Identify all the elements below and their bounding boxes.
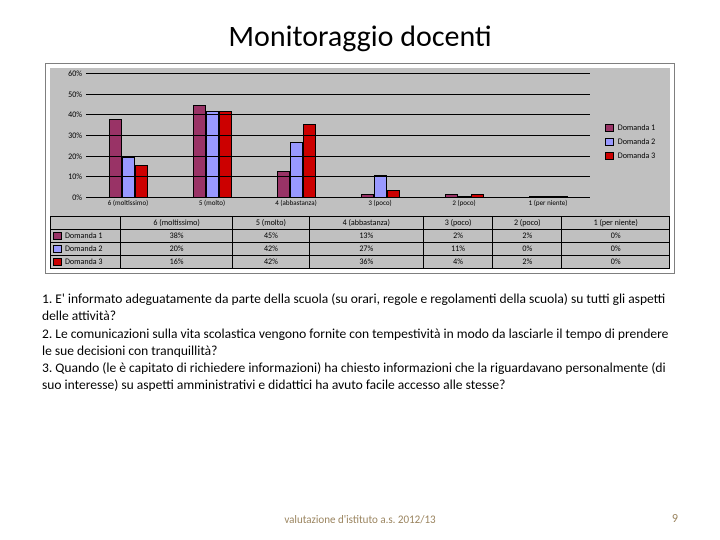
chart-frame: 0%10%20%30%40%50%60% 6 (moltissimo)5 (mo… <box>45 63 675 274</box>
footer-text: valutazione d'istituto a.s. 2012/13 <box>0 513 720 526</box>
bar <box>193 105 206 198</box>
bar-group <box>254 74 338 198</box>
x-tick-label: 4 (abbastanza) <box>254 198 338 216</box>
legend-swatch <box>605 152 614 160</box>
x-tick-label: 3 (poco) <box>338 198 422 216</box>
bar <box>277 171 290 198</box>
table-cell: 2% <box>423 230 492 243</box>
question-1: 1. E' informato adeguatamente da parte d… <box>42 290 678 325</box>
x-tick-label: 1 (per niente) <box>506 198 590 216</box>
legend-swatch <box>605 138 614 146</box>
legend-item: Domanda 1 <box>605 123 655 133</box>
page-number: 9 <box>672 512 678 526</box>
table-row-header: Domanda 1 <box>51 230 121 243</box>
question-3: 3. Quando (le è capitato di richiedere i… <box>42 359 678 394</box>
gridline <box>86 135 590 136</box>
legend-label: Domanda 1 <box>618 123 655 133</box>
gridline <box>86 73 590 74</box>
table-row: Domanda 138%45%13%2%2%0% <box>51 230 670 243</box>
y-tick-label: 50% <box>50 90 82 100</box>
y-tick-label: 0% <box>50 193 82 203</box>
bar-group <box>422 74 506 198</box>
bar-group <box>170 74 254 198</box>
gridline <box>86 94 590 95</box>
table-header-row: 6 (moltissimo)5 (molto)4 (abbastanza)3 (… <box>51 217 670 230</box>
y-tick-label: 20% <box>50 152 82 162</box>
bars-row <box>86 74 590 198</box>
row-label: Domanda 3 <box>65 257 102 267</box>
table-cell: 42% <box>233 256 309 269</box>
table-corner-cell <box>51 217 121 230</box>
table-column-header: 3 (poco) <box>423 217 492 230</box>
table-cell: 27% <box>309 243 423 256</box>
table-row: Domanda 220%42%27%11%0%0% <box>51 243 670 256</box>
row-swatch <box>53 232 62 240</box>
table-cell: 11% <box>423 243 492 256</box>
table-row: Domanda 3 16%42%36%4%2%0% <box>51 256 670 269</box>
gridline <box>86 114 590 115</box>
table-row-header: Domanda 2 <box>51 243 121 256</box>
legend-box: Domanda 1 Domanda 2 Domanda 3 <box>603 117 657 167</box>
x-axis-labels: 6 (moltissimo)5 (molto)4 (abbastanza)3 (… <box>86 198 590 216</box>
bar <box>135 165 148 198</box>
y-tick-label: 30% <box>50 131 82 141</box>
plot-wrap: 0% 10% 20% 30% 40% 50% 60% 6 (moltissimo)5 (mo… <box>46 64 674 216</box>
bar <box>109 119 122 198</box>
data-table: 6 (moltissimo)5 (molto)4 (abbastanza)3 (… <box>50 216 670 269</box>
bar-chart: 0% 10% 20% 30% 40% 50% 60% 6 (moltissimo)5 (mo… <box>50 68 590 216</box>
x-tick-label: 2 (poco) <box>422 198 506 216</box>
bar-group <box>86 74 170 198</box>
table-cell: 0% <box>562 230 670 243</box>
legend-item: Domanda 2 <box>605 137 655 147</box>
gridline <box>86 156 590 157</box>
table-cell: 2% <box>493 256 562 269</box>
table-cell: 4% <box>423 256 492 269</box>
y-tick-label: 10% <box>50 172 82 182</box>
table-cell: 0% <box>562 243 670 256</box>
x-tick-label: 6 (moltissimo) <box>86 198 170 216</box>
x-tick-label: 5 (molto) <box>170 198 254 216</box>
table-column-header: 4 (abbastanza) <box>309 217 423 230</box>
legend-label: Domanda 3 <box>618 151 655 161</box>
table-column-header: 6 (moltissimo) <box>121 217 233 230</box>
table-cell: 2% <box>493 230 562 243</box>
question-2: 2. Le comunicazioni sulla vita scolastic… <box>42 325 678 360</box>
table-cell: 13% <box>309 230 423 243</box>
questions-block: 1. E' informato adeguatamente da parte d… <box>38 290 682 394</box>
slide-title: Monitoraggio docenti <box>38 18 682 55</box>
legend: Domanda 1 Domanda 2 Domanda 3 <box>590 68 670 216</box>
table-column-header: 2 (poco) <box>493 217 562 230</box>
y-tick-label: 60% <box>50 69 82 79</box>
table-cell: 16% <box>121 256 233 269</box>
table-cell: 0% <box>493 243 562 256</box>
bar <box>206 111 219 198</box>
bar <box>290 142 303 198</box>
table-row-header: Domanda 3 <box>51 256 121 269</box>
row-label: Domanda 1 <box>65 231 102 241</box>
legend-label: Domanda 2 <box>618 137 655 147</box>
legend-swatch <box>605 124 614 132</box>
table-column-header: 5 (molto) <box>233 217 309 230</box>
bar-group <box>506 74 590 198</box>
bar <box>374 175 387 198</box>
table-cell: 20% <box>121 243 233 256</box>
data-table-wrap: 6 (moltissimo)5 (molto)4 (abbastanza)3 (… <box>46 216 674 273</box>
y-tick-label: 40% <box>50 110 82 120</box>
grid-area <box>86 74 590 198</box>
legend-item: Domanda 3 <box>605 151 655 161</box>
row-swatch <box>53 258 62 266</box>
table-column-header: 1 (per niente) <box>562 217 670 230</box>
row-label: Domanda 2 <box>65 244 102 254</box>
table-cell: 38% <box>121 230 233 243</box>
gridline <box>86 176 590 177</box>
table-cell: 45% <box>233 230 309 243</box>
bar-group <box>338 74 422 198</box>
slide: Monitoraggio docenti 0% 10% 20% 30% 40% 50% 60… <box>0 0 720 540</box>
bar <box>219 111 232 198</box>
table-cell: 0% <box>562 256 670 269</box>
table-cell: 42% <box>233 243 309 256</box>
row-swatch <box>53 245 62 253</box>
table-cell: 36% <box>309 256 423 269</box>
